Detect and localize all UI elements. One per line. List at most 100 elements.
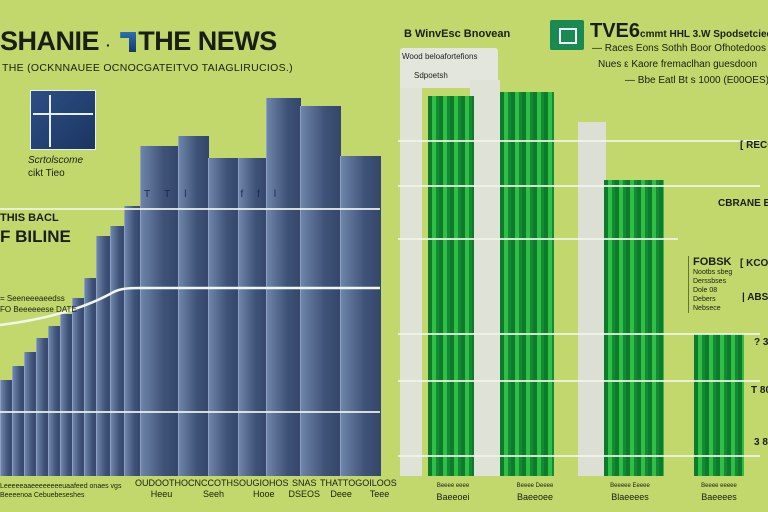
tv-line-2: Nues ε Kaore fremaclhan guesdoon — [598, 59, 757, 70]
skyline-bar — [84, 278, 97, 476]
category-label: OUDOOTHO Heeu — [135, 478, 188, 500]
category-head: Beeee eeee — [436, 483, 470, 489]
left-note-2: FO Beeeeeese DATE — [0, 305, 77, 314]
gridline — [398, 185, 760, 187]
title-dot: · — [106, 37, 111, 53]
building-label: Tl — [164, 189, 201, 200]
right-category: Beeeee Eeeee Blaeeees — [595, 481, 665, 503]
category-name: Baeeoee — [516, 492, 554, 502]
green-bar — [604, 180, 664, 476]
skyline-bar — [178, 136, 209, 476]
tv-title-text: TVE6 — [590, 20, 641, 42]
gridline — [0, 208, 380, 210]
gridline — [398, 333, 760, 335]
left-note-1: = Seeneeeaeedss — [0, 294, 65, 303]
logo-caption-1: Scrtolscome — [28, 155, 84, 166]
category-name: OUDOOTHO — [135, 478, 188, 488]
skyline-bar — [96, 236, 111, 476]
right-axis-label: CBRANE B — [718, 198, 768, 209]
gridline — [398, 455, 760, 457]
callout-line: Nebsece — [693, 305, 721, 312]
green-bar — [500, 92, 554, 476]
right-bar-chart — [398, 80, 768, 476]
category-label: THATTOG Deee — [320, 478, 362, 500]
skyline-bar — [300, 106, 341, 476]
right-axis-label: [ KCO — [740, 258, 768, 269]
building-label: T — [144, 189, 165, 200]
tv-line-1: — Races Eons Sothh Boor Ofhotedoos — [592, 43, 766, 54]
category-head: Beeee eeeee — [701, 483, 737, 489]
skyline-bar — [36, 338, 49, 476]
category-name: OILOOS — [362, 478, 397, 488]
left-footer-2: Beeeenoa Cebuebeseshes — [0, 492, 85, 499]
right-axis-label: ? 30 — [754, 337, 768, 348]
right-category: Beeee Deeee Baeeoee — [500, 481, 570, 503]
building-label: f — [240, 189, 258, 200]
category-sub: DSEOS — [288, 489, 321, 499]
skyline-bar — [124, 206, 141, 476]
skyline-bar — [208, 158, 239, 476]
right-axis-label: 3 8 — [754, 437, 768, 448]
logo-caption-2: cikt Tieo — [28, 168, 65, 179]
title-mark-icon — [120, 32, 137, 52]
category-name: CNCCOTHS — [188, 478, 239, 488]
callout-title: FOBSK — [693, 256, 732, 268]
skyline-bar — [72, 298, 85, 476]
category-name: Baeeees — [701, 492, 737, 502]
tv-logo-icon — [550, 20, 584, 50]
window-logo-icon — [30, 90, 96, 150]
info-box-line-1: Wood beloafortefions — [402, 52, 478, 61]
category-label: OILOOS Teee — [362, 478, 397, 500]
left-label-1: THIS BACL — [0, 212, 59, 224]
gridline — [0, 411, 380, 413]
skyline-bar — [0, 380, 13, 476]
skyline-bar — [12, 366, 25, 476]
subtitle: THE (OCKNNAUEE OCNOCGATEITVO TAIAGLIRUCI… — [2, 62, 293, 74]
category-name: THATTOG — [320, 478, 363, 488]
left-category-axis: OUDOOTHO Heeu CNCCOTHS Seeh OUGIOHOS Hooe S… — [135, 478, 397, 500]
category-name: SNAS — [292, 478, 317, 488]
panel-column — [400, 88, 422, 476]
category-sub: Hooe — [253, 489, 275, 499]
trend-curve — [0, 286, 380, 327]
building-labels: TTl ffl — [144, 189, 290, 200]
gridline — [398, 380, 760, 382]
right-axis-label: | ABS/ — [742, 292, 768, 303]
tv-headline: cmmt HHL 3.W Spodsetcied — [640, 29, 768, 40]
category-head: Beeeee Eeeee — [610, 483, 650, 489]
right-header: B WinvEsc Bnovean — [404, 28, 511, 40]
page-title: SHANIE · THE NEWS — [0, 26, 277, 57]
right-category: Beeee eeeee Baeeees — [684, 481, 754, 503]
category-label: OUGIOHOS Hooe — [239, 478, 289, 500]
left-label-2: F BILINE — [0, 227, 71, 246]
info-box-line-2: Sdpoetsh — [414, 71, 448, 80]
green-bar — [694, 334, 744, 476]
right-axis-label: [ RECO — [740, 140, 768, 151]
skyline-bar — [110, 226, 125, 476]
category-label: CNCCOTHS Seeh — [188, 478, 239, 500]
category-name: Blaeeees — [611, 492, 649, 502]
callout: FOBSK Nootbs sbeg Derssbses Dole 08 Debe… — [688, 256, 732, 313]
right-category: Beeee eeee Baeeoei — [418, 481, 488, 503]
callout-line: Debers — [693, 296, 716, 303]
skyline-bar — [24, 352, 37, 476]
left-footer-1: Leeeeeaaeeeeeeeeuaafeed onaes vgs — [0, 483, 122, 490]
green-bar — [428, 186, 474, 476]
category-sub: Heeu — [150, 489, 173, 499]
skyline-bar — [48, 326, 61, 476]
title-right: THE NEWS — [138, 26, 277, 56]
skyline-bar — [140, 146, 179, 476]
tv-title: TVE6cmmt HHL 3.W Spodsetcied — [590, 20, 768, 43]
category-sub: Seeh — [202, 489, 225, 499]
gridline — [398, 238, 678, 240]
category-sub: Deee — [330, 489, 352, 499]
category-label: SNAS DSEOS — [289, 478, 321, 500]
panel-column — [470, 80, 500, 476]
gridline — [398, 140, 760, 142]
callout-line: Dole 08 — [693, 287, 718, 294]
skyline-bar — [238, 158, 267, 476]
category-name: Baeeoei — [436, 492, 470, 502]
building-label: fl — [257, 189, 291, 200]
skyline-bar — [60, 314, 73, 476]
left-skyline-chart — [0, 90, 382, 476]
